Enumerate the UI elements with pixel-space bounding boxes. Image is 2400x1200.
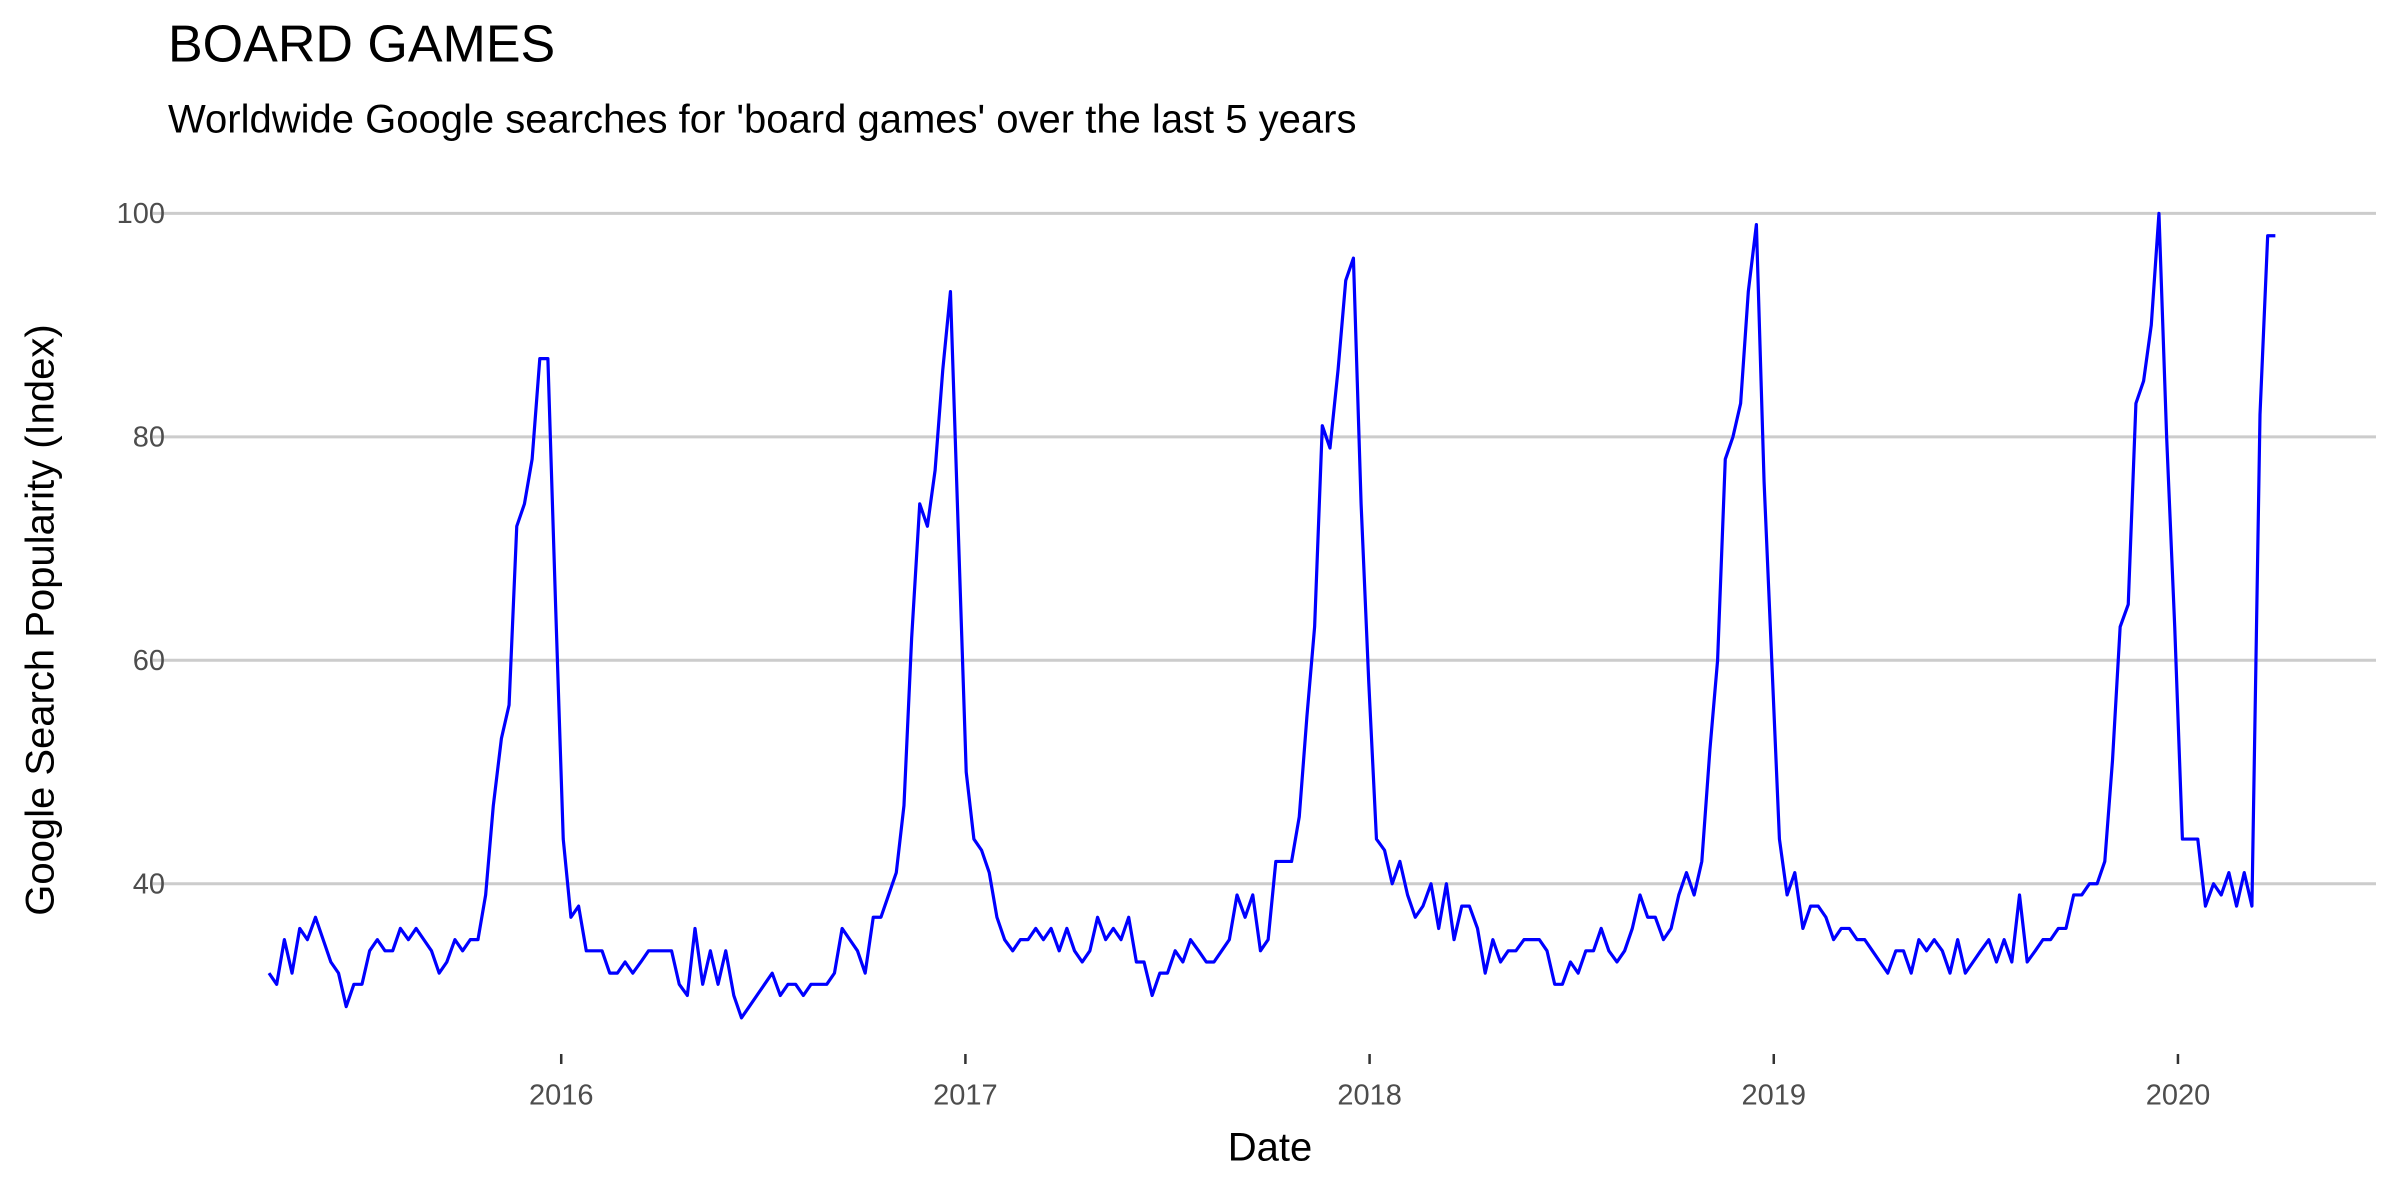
y-tick-label: 40 xyxy=(133,868,165,900)
x-tick-label: 2017 xyxy=(933,1080,998,1112)
y-axis-title: Google Search Popularity (Index) xyxy=(19,324,63,915)
x-tick-label: 2018 xyxy=(1337,1080,1402,1112)
chart-subtitle: Worldwide Google searches for 'board gam… xyxy=(168,98,1356,142)
y-tick-label: 100 xyxy=(117,198,165,230)
x-tick-label: 2016 xyxy=(529,1080,594,1112)
y-tick-label: 80 xyxy=(133,422,165,454)
plot-area xyxy=(267,211,2276,1020)
x-tick-label: 2020 xyxy=(2146,1080,2211,1112)
chart-title: BOARD GAMES xyxy=(168,16,555,74)
data-line xyxy=(267,211,2276,1020)
x-axis-title: Date xyxy=(1228,1126,1313,1170)
x-tick-label: 2019 xyxy=(1742,1080,1807,1112)
y-tick-label: 60 xyxy=(133,645,165,677)
grid: 40 60 80 100 2016 2017 2018 2019 2020 xyxy=(117,198,2376,1112)
